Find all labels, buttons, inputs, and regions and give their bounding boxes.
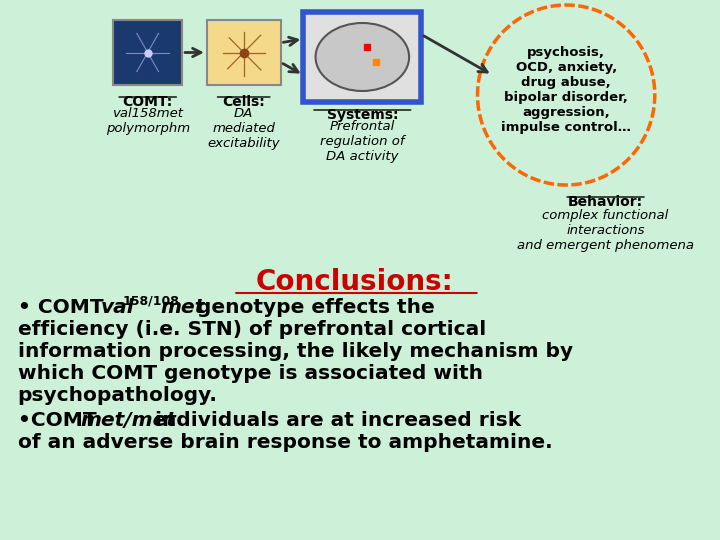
Text: genotype effects the: genotype effects the xyxy=(190,298,435,317)
Text: val: val xyxy=(100,298,134,317)
Text: psychosis,
OCD, anxiety,
drug abuse,
bipolar disorder,
aggression,
impulse contr: psychosis, OCD, anxiety, drug abuse, bip… xyxy=(501,46,631,134)
Text: individuals are at increased risk: individuals are at increased risk xyxy=(148,411,521,430)
Text: information processing, the likely mechanism by: information processing, the likely mecha… xyxy=(18,342,573,361)
Ellipse shape xyxy=(315,23,409,91)
Text: efficiency (i.e. STN) of prefrontal cortical: efficiency (i.e. STN) of prefrontal cort… xyxy=(18,320,486,339)
Text: Prefrontal
regulation of
DA activity: Prefrontal regulation of DA activity xyxy=(320,120,405,163)
Text: •COMT: •COMT xyxy=(18,411,104,430)
Text: met/met: met/met xyxy=(81,411,176,430)
Text: of an adverse brain response to amphetamine.: of an adverse brain response to amphetam… xyxy=(18,433,552,452)
Text: val158met
polymorphm: val158met polymorphm xyxy=(106,107,190,135)
Text: Cells:: Cells: xyxy=(222,95,265,109)
Text: which COMT genotype is associated with: which COMT genotype is associated with xyxy=(18,364,482,383)
Text: Systems:: Systems: xyxy=(327,108,398,122)
FancyBboxPatch shape xyxy=(113,20,182,85)
FancyBboxPatch shape xyxy=(207,20,281,85)
Text: • COMT: • COMT xyxy=(18,298,110,317)
Text: Behavior:: Behavior: xyxy=(568,195,643,209)
Text: psychopathology.: psychopathology. xyxy=(18,386,217,405)
FancyBboxPatch shape xyxy=(303,12,421,102)
Text: Conclusions:: Conclusions: xyxy=(256,268,454,296)
Text: complex functional
interactions
and emergent phenomena: complex functional interactions and emer… xyxy=(517,209,694,252)
Text: met: met xyxy=(161,298,204,317)
Text: DA
mediated
excitability: DA mediated excitability xyxy=(207,107,280,150)
Text: 158/108: 158/108 xyxy=(122,295,179,308)
Text: COMT:: COMT: xyxy=(122,95,173,109)
